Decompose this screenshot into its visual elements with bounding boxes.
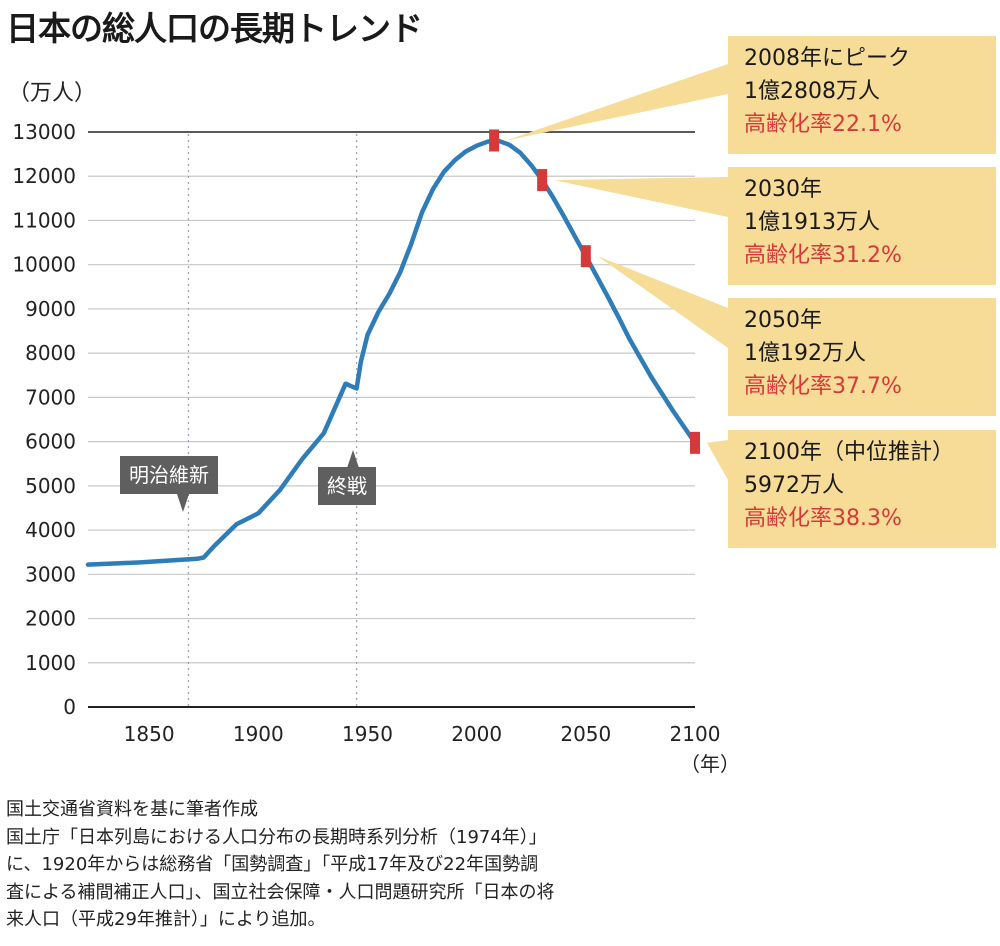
callout-leader <box>597 256 728 348</box>
callout-population: 1億2808万人 <box>744 79 880 104</box>
y-tick-label: 2000 <box>25 607 76 631</box>
y-tick-label: 11000 <box>12 208 76 232</box>
y-tick-label: 6000 <box>25 430 76 454</box>
y-tick-label: 9000 <box>25 297 76 321</box>
y-axis-unit: （万人） <box>8 81 97 106</box>
callout-population: 5972万人 <box>744 473 844 498</box>
event-arrow-war-end <box>347 450 359 468</box>
y-tick-label: 4000 <box>25 518 76 542</box>
y-tick-label: 7000 <box>25 385 76 409</box>
source-line: 国土庁「日本列島における人口分布の長期時系列分析（1974年）」 <box>6 826 547 848</box>
source-note: 国土交通省資料を基に筆者作成 国土庁「日本列島における人口分布の長期時系列分析（… <box>6 796 996 934</box>
y-tick-label: 1000 <box>25 651 76 675</box>
callout-leader <box>506 64 728 141</box>
callout-year: 2050年 <box>744 308 822 333</box>
callout-leader <box>707 440 728 480</box>
callout-year: 2008年にピーク <box>744 46 910 71</box>
callout-population: 1億192万人 <box>744 341 866 366</box>
data-marker <box>690 431 700 454</box>
callout-2050: 2050年 1億192万人 高齢化率37.7% <box>728 298 996 416</box>
x-axis-unit: （年） <box>680 752 740 776</box>
callout-population: 1億1913万人 <box>744 210 880 235</box>
callout-aging-rate: 高齢化率38.3% <box>744 506 902 531</box>
x-tick-label: 2100 <box>670 722 721 746</box>
x-tick-label: 2050 <box>560 722 611 746</box>
source-line: に、1920年からは総務省「国勢調査」「平成17年及び22年国勢調 <box>6 854 539 875</box>
callout-2030: 2030年 1億1913万人 高齢化率31.2% <box>728 167 996 285</box>
source-line: 査による補間補正人口」、国立社会保障・人口問題研究所「日本の将 <box>6 881 555 903</box>
callout-2100: 2100年（中位推計） 5972万人 高齢化率38.3% <box>728 430 996 548</box>
x-tick-label: 1850 <box>124 722 175 746</box>
callout-leader <box>554 177 728 217</box>
event-arrow-meiji <box>177 494 189 512</box>
callout-aging-rate: 高齢化率37.7% <box>744 374 902 399</box>
source-line: 来人口（平成29年推計）」により追加。 <box>6 909 326 930</box>
y-tick-label: 12000 <box>12 164 76 188</box>
callout-2008: 2008年にピーク 1億2808万人 高齢化率22.1% <box>728 36 996 154</box>
x-tick-label: 1950 <box>342 722 393 746</box>
event-label-war-end: 終戦 <box>318 467 376 505</box>
y-tick-label: 3000 <box>25 562 76 586</box>
x-tick-label: 1900 <box>233 722 284 746</box>
data-marker <box>537 169 548 192</box>
y-tick-label: 13000 <box>12 120 76 144</box>
y-tick-label: 10000 <box>12 253 76 277</box>
y-tick-label: 0 <box>63 695 76 719</box>
y-tick-label: 5000 <box>25 474 76 498</box>
callout-aging-rate: 高齢化率22.1% <box>744 112 902 137</box>
chart-title: 日本の総人口の長期トレンド <box>6 9 423 48</box>
y-tick-label: 8000 <box>25 341 76 365</box>
x-tick-label: 2000 <box>451 722 502 746</box>
data-marker <box>580 245 591 268</box>
callout-year: 2100年（中位推計） <box>744 440 954 465</box>
data-marker <box>489 129 500 152</box>
source-line: 国土交通省資料を基に筆者作成 <box>6 799 258 820</box>
callout-year: 2030年 <box>744 177 822 202</box>
event-label-meiji: 明治維新 <box>120 456 218 494</box>
callout-aging-rate: 高齢化率31.2% <box>744 243 902 268</box>
